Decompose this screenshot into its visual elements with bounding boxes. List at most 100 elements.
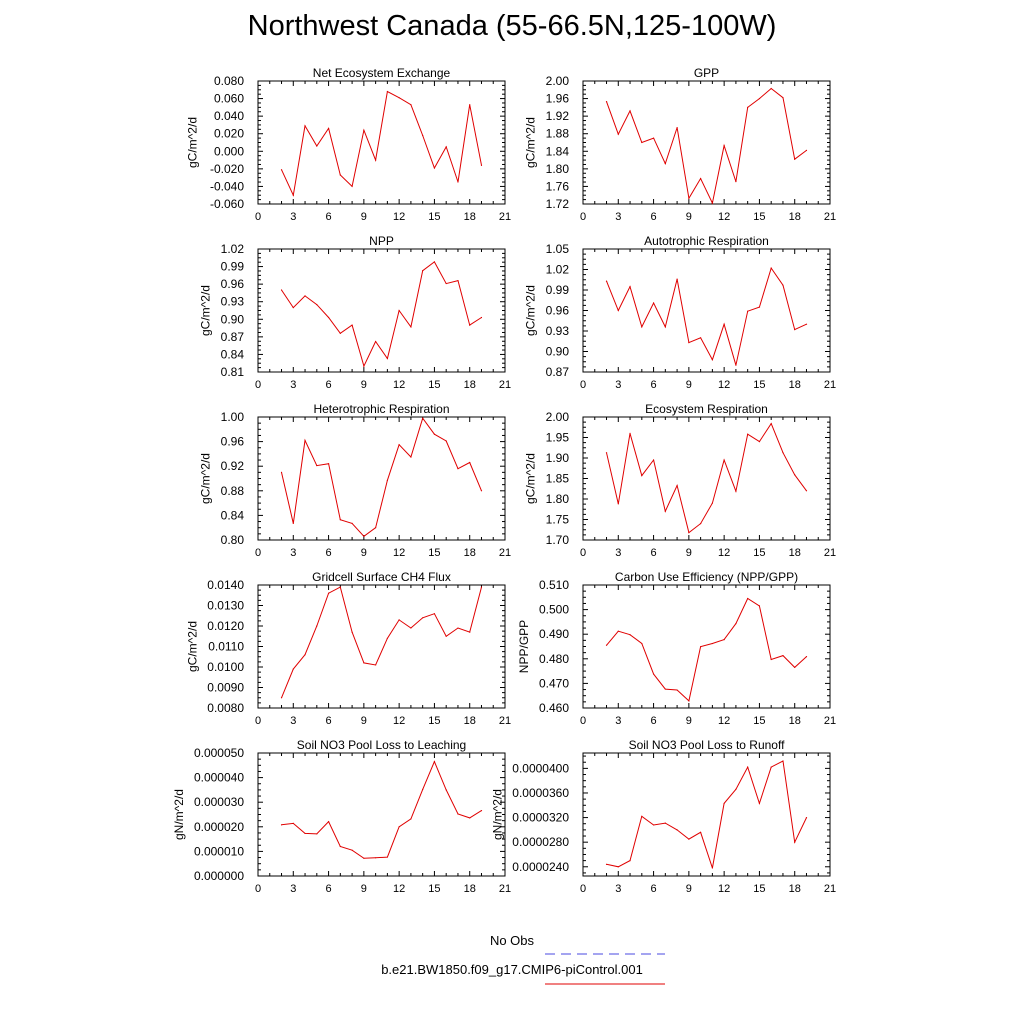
data-point (711, 202, 713, 204)
data-point (664, 510, 666, 512)
data-point (386, 90, 388, 93)
y-tick-label: 0.0000360 (512, 786, 569, 800)
y-tick-label: 0.0130 (207, 599, 244, 613)
data-point (794, 474, 796, 476)
data-point (422, 417, 424, 419)
y-tick-label: 1.75 (546, 513, 570, 527)
data-point (794, 666, 796, 669)
y-tick-label: 1.80 (546, 162, 570, 176)
y-tick-label: 0.000030 (194, 795, 244, 809)
x-tick-label: 21 (499, 547, 511, 559)
x-tick-label: 3 (290, 715, 296, 727)
data-point (327, 592, 330, 594)
data-point (664, 822, 666, 824)
x-tick-label: 3 (615, 715, 621, 727)
data-point (398, 309, 400, 312)
y-tick-label: 0.99 (546, 283, 570, 297)
chart-panel: Soil NO3 Pool Loss to Leaching 0 3 6 9 12 15 18… (172, 738, 511, 895)
chart-panel: Net Ecosystem Exchange 0 3 6 9 12 15 18 21 -0.060… (185, 66, 511, 223)
data-point (480, 809, 483, 812)
series-line (606, 597, 807, 702)
data-point (711, 642, 713, 645)
page-title: Northwest Canada (55-66.5N,125-100W) (247, 10, 777, 42)
x-tick-label: 15 (753, 715, 765, 727)
y-tick-label: 0.060 (214, 92, 244, 106)
y-tick-label: 0.490 (539, 627, 569, 641)
y-axis-label: gC/m^2/d (185, 117, 199, 168)
data-point (629, 634, 631, 636)
y-axis-label: gC/m^2/d (524, 117, 538, 168)
data-point (629, 285, 631, 288)
data-point (422, 617, 424, 619)
data-point (770, 267, 772, 269)
data-point (304, 295, 306, 297)
y-tick-label: 0.0000320 (512, 811, 569, 825)
y-tick-label: 1.96 (546, 92, 570, 106)
data-point (398, 619, 400, 621)
data-point (770, 766, 772, 768)
data-point (735, 490, 737, 492)
data-point (339, 845, 341, 848)
x-tick-label: 12 (718, 379, 730, 391)
y-tick-label: 0.510 (539, 578, 569, 592)
y-tick-label: 0.000 (214, 144, 244, 158)
x-tick-label: 21 (824, 211, 836, 223)
chart-title: Autotrophic Respiration (644, 234, 769, 248)
plot-frame (257, 248, 506, 373)
x-tick-label: 6 (326, 883, 332, 895)
plot-frame (582, 584, 831, 709)
x-tick-label: 9 (686, 379, 692, 391)
data-point (605, 863, 608, 865)
x-tick-label: 0 (255, 715, 261, 727)
data-point (422, 788, 424, 791)
x-tick-label: 3 (290, 883, 296, 895)
data-point (711, 867, 713, 869)
y-tick-label: 0.96 (221, 277, 245, 291)
data-point (469, 461, 471, 464)
y-tick-label: 1.90 (546, 451, 570, 465)
data-point (327, 463, 330, 465)
y-tick-label: 0.87 (546, 365, 570, 379)
data-point (641, 815, 643, 817)
x-tick-label: 0 (580, 883, 586, 895)
plot-frame (257, 584, 506, 709)
data-point (805, 149, 808, 152)
plot-frame (582, 80, 831, 205)
y-tick-label: 0.040 (214, 109, 244, 123)
y-tick-label: 1.80 (546, 492, 570, 506)
chart-panel: Soil NO3 Pool Loss to Runoff 0 3 6 9 12 15 18 21… (491, 738, 837, 895)
x-tick-label: 3 (615, 379, 621, 391)
y-tick-label: 0.000050 (194, 746, 244, 760)
data-point (629, 432, 631, 434)
chart-title: Net Ecosystem Exchange (313, 66, 451, 80)
data-point (469, 817, 471, 819)
data-point (735, 364, 737, 366)
x-tick-label: 9 (361, 379, 367, 391)
x-tick-label: 15 (753, 211, 765, 223)
data-point (700, 831, 702, 833)
y-tick-label: 1.02 (221, 242, 245, 256)
data-point (316, 145, 318, 147)
data-point (375, 857, 377, 859)
data-point (735, 180, 737, 183)
x-tick-label: 15 (428, 547, 440, 559)
data-point (280, 289, 283, 291)
x-tick-label: 6 (651, 211, 657, 223)
series-line (606, 266, 807, 366)
chart-panel: Ecosystem Respiration 0 3 6 9 12 15 18 21 1.70 1.7… (524, 402, 837, 559)
x-tick-label: 12 (718, 715, 730, 727)
data-point (433, 167, 436, 169)
data-point (457, 468, 459, 470)
data-point (723, 802, 725, 805)
data-point (433, 433, 436, 435)
data-point (480, 490, 483, 492)
data-point (445, 789, 447, 791)
data-point (617, 133, 619, 135)
data-point (351, 522, 353, 524)
y-tick-label: 0.0000400 (512, 761, 569, 775)
data-point (782, 284, 784, 286)
data-point (711, 359, 713, 361)
x-tick-label: 21 (824, 547, 836, 559)
chart-title: Soil NO3 Pool Loss to Runoff (629, 738, 786, 752)
chart-panel: Heterotrophic Respiration 0 3 6 9 12 15 18 21 0.8… (199, 402, 512, 559)
